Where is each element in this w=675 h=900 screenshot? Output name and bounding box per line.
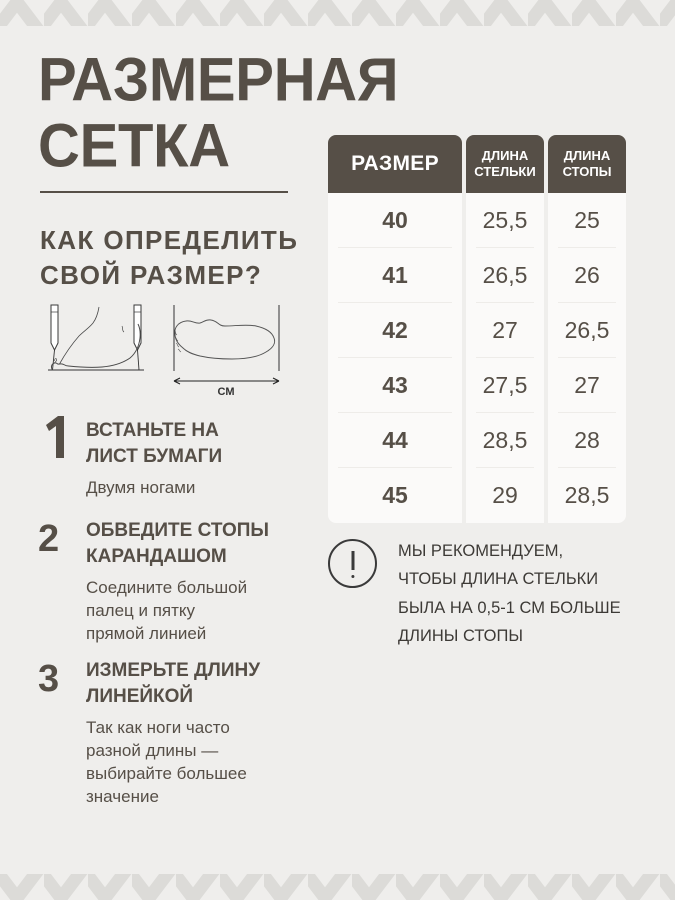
svg-text:СМ: СМ (218, 386, 235, 398)
